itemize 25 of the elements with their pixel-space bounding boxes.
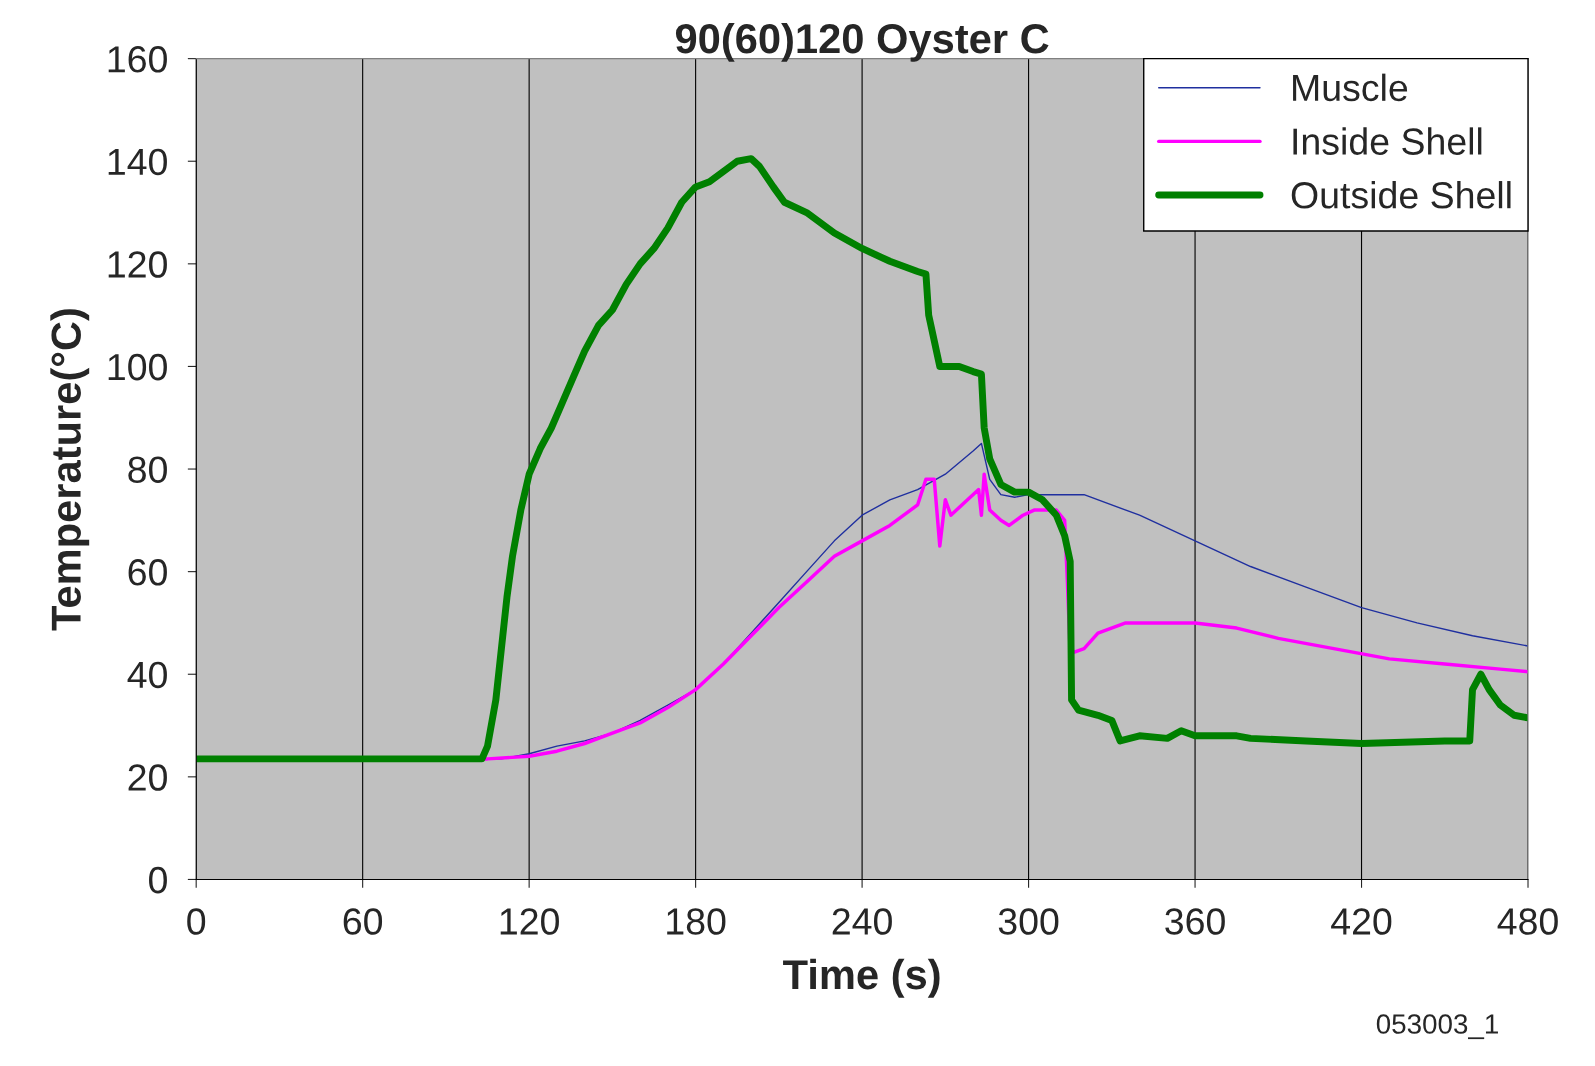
legend-label: Muscle bbox=[1293, 73, 1408, 102]
x-tick-label: 480 bbox=[1497, 908, 1558, 935]
x-tick-label: 0 bbox=[187, 908, 206, 935]
x-tick-label: 60 bbox=[343, 908, 383, 935]
y-tick-label: 120 bbox=[108, 251, 167, 278]
y-tick-label: 20 bbox=[128, 764, 167, 791]
y-tick-label: 160 bbox=[108, 46, 167, 73]
x-tick-label: 360 bbox=[1165, 908, 1225, 935]
x-tick-label: 420 bbox=[1331, 908, 1392, 935]
y-tick-label: 0 bbox=[149, 866, 167, 894]
y-tick-label: 40 bbox=[127, 661, 167, 689]
y-axis-title: Temperature(°C) bbox=[50, 309, 90, 631]
y-tick-label: 140 bbox=[108, 148, 167, 176]
x-tick-label: 120 bbox=[500, 908, 559, 935]
x-tick-label: 180 bbox=[667, 908, 726, 935]
legend-label: Outside Shell bbox=[1291, 181, 1511, 209]
x-tick-label: 300 bbox=[998, 908, 1059, 935]
x-tick-label: 240 bbox=[832, 908, 892, 935]
chart-title: 90(60)120 Oyster C bbox=[675, 22, 1049, 62]
text: 053003_1 bbox=[1376, 1014, 1498, 1040]
x-axis-title: Time (s) bbox=[783, 958, 940, 998]
y-tick-label: 80 bbox=[128, 456, 167, 483]
y-tick-label: 100 bbox=[108, 353, 167, 381]
y-tick-label: 60 bbox=[128, 559, 167, 586]
legend-label: Inside Shell bbox=[1293, 127, 1482, 155]
